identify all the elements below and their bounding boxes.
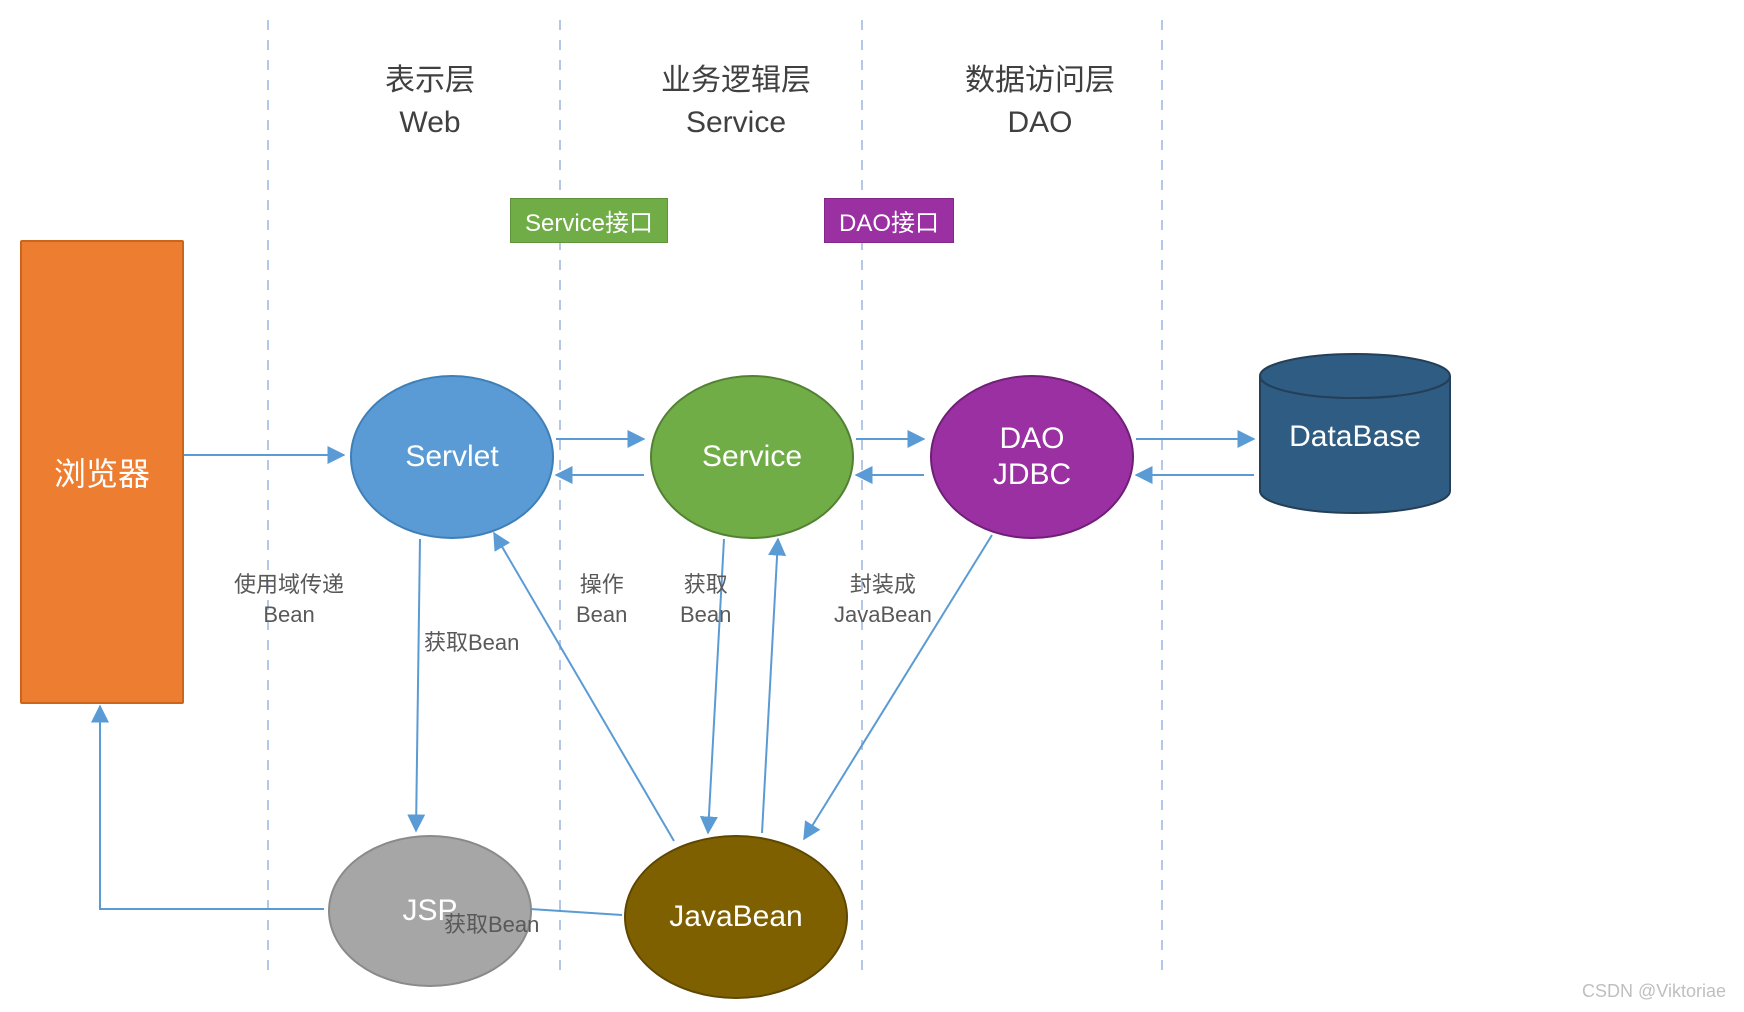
diagram-svg [0, 0, 1744, 1012]
edge-label-service-jb-right: 获取 Bean [680, 570, 731, 629]
node-label: DAOJDBC [993, 421, 1071, 493]
edge-label-servlet-jsp: 使用域传递 Bean [234, 570, 344, 629]
node-dao: DAOJDBC [930, 375, 1134, 539]
edge-label-jb-servlet: 获取Bean [424, 628, 519, 658]
node-label: Servlet [405, 439, 498, 475]
layer-title-web: 表示层 Web [330, 60, 530, 144]
edge-label-jsp-get: 获取Bean [444, 910, 539, 940]
edge-label-line: 获取Bean [444, 910, 539, 940]
node-servlet: Servlet [350, 375, 554, 539]
edge-label-line: 获取 [680, 570, 731, 600]
node-label: DataBase [1289, 420, 1421, 453]
node-browser: 浏览器 [20, 240, 184, 704]
edge-label-line: 操作 [576, 570, 627, 600]
edge-label-service-jb-left: 操作 Bean [576, 570, 627, 629]
edge-label-line: JavaBean [834, 600, 932, 630]
node-javabean: JavaBean [624, 835, 848, 999]
layer-title-en: Service [636, 102, 836, 144]
edge-label-line: 获取Bean [424, 628, 519, 658]
watermark: CSDN @Viktoriae [1582, 981, 1726, 1002]
node-label: JavaBean [669, 899, 802, 935]
layer-title-service: 业务逻辑层 Service [636, 60, 836, 144]
edge-label-line: 封装成 [834, 570, 932, 600]
layer-title-cn: 数据访问层 [940, 60, 1140, 102]
node-service: Service [650, 375, 854, 539]
edge-label-line: 使用域传递 [234, 570, 344, 600]
layer-title-en: Web [330, 102, 530, 144]
edge-label-line: Bean [576, 600, 627, 630]
node-database-label: DataBase [1260, 420, 1450, 454]
layer-title-cn: 业务逻辑层 [636, 60, 836, 102]
layer-title-en: DAO [940, 102, 1140, 144]
edge-label-line: Bean [234, 600, 344, 630]
edge-label-dao-jb: 封装成 JavaBean [834, 570, 932, 629]
layer-title-dao: 数据访问层 DAO [940, 60, 1140, 144]
edge-label-line: Bean [680, 600, 731, 630]
tag-service-interface: Service接口 [510, 198, 668, 243]
layer-title-cn: 表示层 [330, 60, 530, 102]
tag-dao-interface: DAO接口 [824, 198, 954, 243]
node-label: 浏览器 [54, 449, 150, 495]
node-label: Service [702, 439, 802, 475]
